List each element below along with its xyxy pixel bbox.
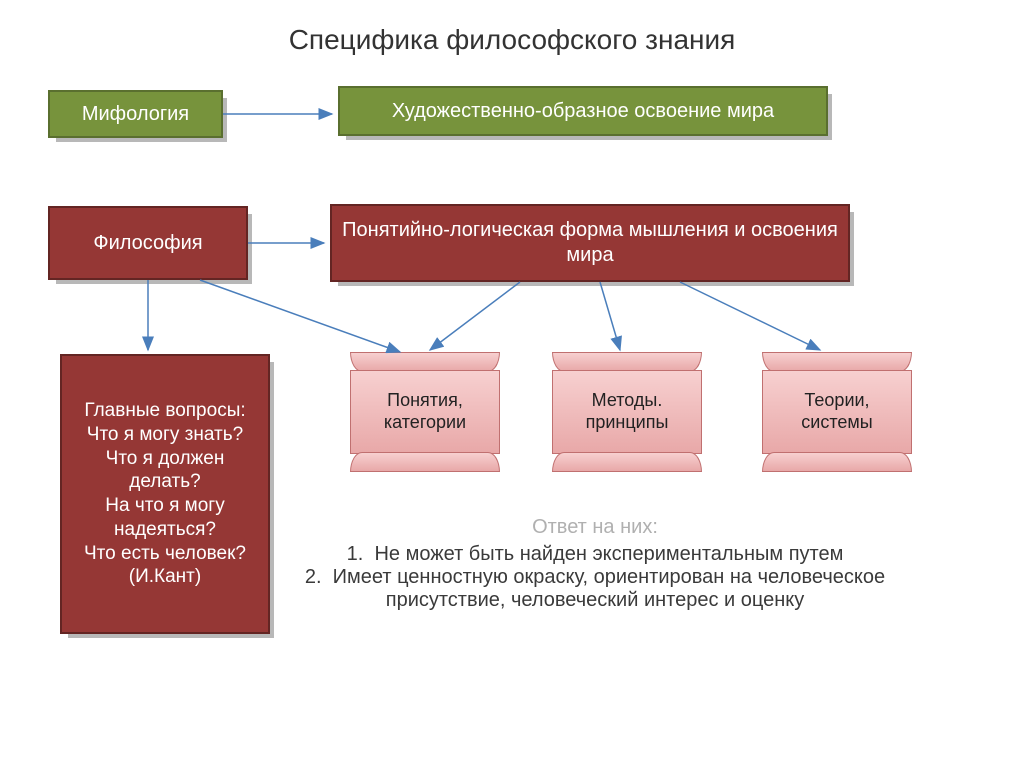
edge: [600, 282, 620, 350]
answers-item-1: 1. Не может быть найден экспериментальны…: [300, 543, 890, 566]
node-mythology: Мифология: [48, 90, 223, 138]
edge: [430, 282, 520, 350]
node-label: Понятия, категории: [350, 370, 500, 454]
node-label: Теории, системы: [762, 370, 912, 454]
answers-header: Ответ на них:: [300, 516, 890, 539]
node-methods: Методы. принципы: [552, 352, 702, 472]
node-conceptual: Понятийно-логическая форма мышления и ос…: [330, 204, 850, 282]
page-title: Специфика философского знания: [0, 24, 1024, 56]
scroll-decor: [762, 352, 912, 372]
node-theories: Теории, системы: [762, 352, 912, 472]
node-label: Мифология: [82, 102, 189, 127]
scroll-decor: [552, 452, 702, 472]
edge: [680, 282, 820, 350]
node-questions: Главные вопросы: Что я могу знать? Что я…: [60, 354, 270, 634]
scroll-decor: [552, 352, 702, 372]
edge: [200, 280, 400, 352]
node-philosophy: Философия: [48, 206, 248, 280]
node-label: Художественно-образное освоение мира: [392, 99, 774, 124]
node-label: Понятийно-логическая форма мышления и ос…: [340, 218, 840, 268]
node-concepts: Понятия, категории: [350, 352, 500, 472]
answers-item-2: 2. Имеет ценностную окраску, ориентирова…: [300, 566, 890, 612]
node-label: Главные вопросы: Что я могу знать? Что я…: [70, 399, 260, 589]
node-label: Методы. принципы: [552, 370, 702, 454]
node-label: Философия: [93, 231, 202, 256]
scroll-decor: [350, 452, 500, 472]
answers-block: Ответ на них: 1. Не может быть найден эк…: [300, 516, 890, 612]
scroll-decor: [762, 452, 912, 472]
scroll-decor: [350, 352, 500, 372]
node-artistic: Художественно-образное освоение мира: [338, 86, 828, 136]
